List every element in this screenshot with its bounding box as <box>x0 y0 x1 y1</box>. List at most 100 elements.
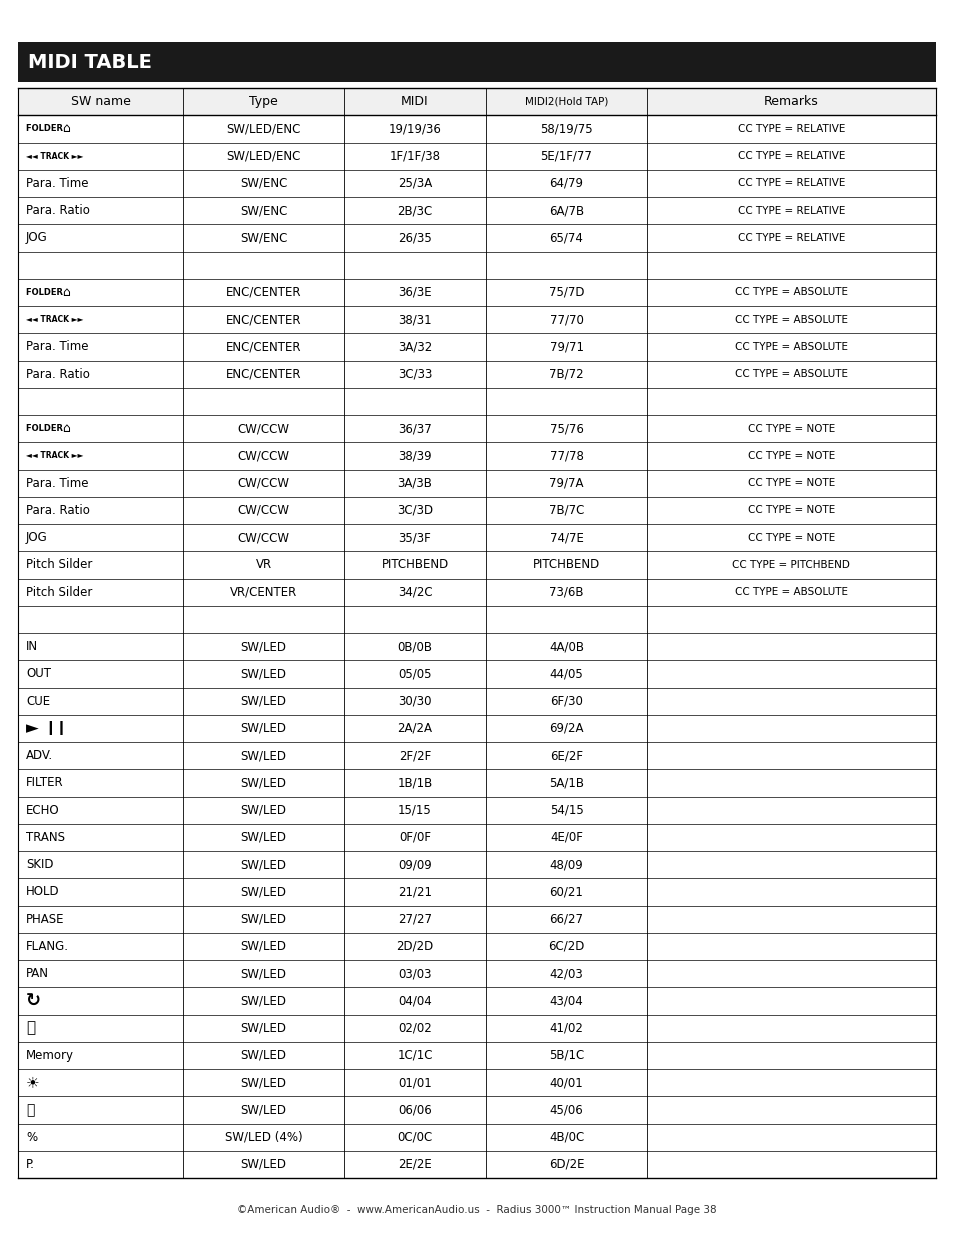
Bar <box>18 198 935 225</box>
Text: 5B/1C: 5B/1C <box>548 1049 583 1062</box>
Text: CC TYPE = NOTE: CC TYPE = NOTE <box>747 478 834 488</box>
Text: 6F/30: 6F/30 <box>550 694 582 708</box>
Text: SW/ENC: SW/ENC <box>239 177 287 190</box>
Text: SW/LED: SW/LED <box>240 640 286 653</box>
Text: 34/2C: 34/2C <box>397 585 432 599</box>
Text: Para. Ratio: Para. Ratio <box>26 204 90 217</box>
Bar <box>18 496 935 524</box>
Text: CC TYPE = NOTE: CC TYPE = NOTE <box>747 424 834 433</box>
Text: 75/76: 75/76 <box>549 422 583 435</box>
Text: ❙❙: ❙❙ <box>44 721 67 735</box>
Text: 64/79: 64/79 <box>549 177 583 190</box>
Bar <box>18 551 935 578</box>
Text: CC TYPE = RELATIVE: CC TYPE = RELATIVE <box>737 233 844 243</box>
Text: 6E/2F: 6E/2F <box>550 750 582 762</box>
Text: ►: ► <box>26 719 39 737</box>
Bar <box>18 1151 935 1178</box>
Bar <box>18 388 935 415</box>
Bar <box>18 688 935 715</box>
Text: 36/37: 36/37 <box>397 422 432 435</box>
Bar <box>18 524 935 551</box>
Text: SW/LED: SW/LED <box>240 1021 286 1035</box>
Bar <box>18 279 935 306</box>
Text: SW/LED: SW/LED <box>240 967 286 981</box>
Text: 41/02: 41/02 <box>549 1021 583 1035</box>
Text: CC TYPE = NOTE: CC TYPE = NOTE <box>747 451 834 461</box>
Text: 01/01: 01/01 <box>397 1076 432 1089</box>
Text: 43/04: 43/04 <box>549 994 583 1008</box>
Text: 27/27: 27/27 <box>397 913 432 925</box>
Text: 58/19/75: 58/19/75 <box>539 122 592 136</box>
Text: PAN: PAN <box>26 967 49 981</box>
Bar <box>18 169 935 198</box>
Bar <box>18 905 935 932</box>
Bar <box>18 1097 935 1124</box>
Text: 5A/1B: 5A/1B <box>548 777 583 789</box>
Text: SW name: SW name <box>71 95 131 109</box>
Text: CUE: CUE <box>26 694 51 708</box>
Bar <box>18 225 935 252</box>
Text: 3C/33: 3C/33 <box>397 368 432 380</box>
Text: ◄◄ TRACK ►►: ◄◄ TRACK ►► <box>26 152 83 161</box>
Bar <box>18 987 935 1014</box>
Text: 75/7D: 75/7D <box>548 285 583 299</box>
Text: P.: P. <box>26 1158 35 1171</box>
Text: SW/LED: SW/LED <box>240 994 286 1008</box>
Text: CC TYPE = NOTE: CC TYPE = NOTE <box>747 505 834 515</box>
Text: CW/CCW: CW/CCW <box>237 477 290 489</box>
Text: Type: Type <box>249 95 277 109</box>
Text: ENC/CENTER: ENC/CENTER <box>226 285 301 299</box>
Text: 19/19/36: 19/19/36 <box>388 122 441 136</box>
Text: 77/70: 77/70 <box>549 314 583 326</box>
Text: JOG: JOG <box>26 531 48 545</box>
Text: SW/LED: SW/LED <box>240 694 286 708</box>
Text: SW/LED: SW/LED <box>240 777 286 789</box>
Text: MIDI: MIDI <box>401 95 429 109</box>
Text: FLANG.: FLANG. <box>26 940 69 953</box>
Text: 02/02: 02/02 <box>397 1021 432 1035</box>
Text: 09/09: 09/09 <box>397 858 432 871</box>
Text: 73/6B: 73/6B <box>549 585 583 599</box>
Text: 44/05: 44/05 <box>549 667 583 680</box>
Bar <box>18 960 935 987</box>
Text: 06/06: 06/06 <box>397 1103 432 1116</box>
Text: CC TYPE = RELATIVE: CC TYPE = RELATIVE <box>737 124 844 133</box>
Text: CC TYPE = ABSOLUTE: CC TYPE = ABSOLUTE <box>734 315 847 325</box>
Text: 79/71: 79/71 <box>549 341 583 353</box>
Text: 2E/2E: 2E/2E <box>397 1158 432 1171</box>
Text: FOLDER: FOLDER <box>26 424 66 433</box>
Text: SW/LED: SW/LED <box>240 722 286 735</box>
Text: SW/LED: SW/LED <box>240 1103 286 1116</box>
Text: 3C/3D: 3C/3D <box>396 504 433 517</box>
Text: 05/05: 05/05 <box>397 667 432 680</box>
Bar <box>18 333 935 361</box>
Text: 15/15: 15/15 <box>397 804 432 816</box>
Text: 7B/7C: 7B/7C <box>548 504 583 517</box>
Text: CC TYPE = RELATIVE: CC TYPE = RELATIVE <box>737 151 844 161</box>
Text: PITCHBEND: PITCHBEND <box>533 558 599 572</box>
Text: 35/3F: 35/3F <box>398 531 431 545</box>
Text: SW/LED: SW/LED <box>240 750 286 762</box>
Text: 30/30: 30/30 <box>397 694 432 708</box>
Text: 4E/0F: 4E/0F <box>550 831 582 844</box>
Text: OUT: OUT <box>26 667 51 680</box>
Text: 74/7E: 74/7E <box>549 531 583 545</box>
Text: 40/01: 40/01 <box>549 1076 583 1089</box>
Text: CC TYPE = ABSOLUTE: CC TYPE = ABSOLUTE <box>734 587 847 598</box>
Bar <box>18 306 935 333</box>
Text: ENC/CENTER: ENC/CENTER <box>226 341 301 353</box>
Text: VR: VR <box>255 558 272 572</box>
Text: 6C/2D: 6C/2D <box>548 940 584 953</box>
Text: 2F/2F: 2F/2F <box>398 750 431 762</box>
Bar <box>18 634 935 661</box>
Text: SW/ENC: SW/ENC <box>239 204 287 217</box>
Text: 7B/72: 7B/72 <box>549 368 583 380</box>
Text: SW/LED: SW/LED <box>240 1076 286 1089</box>
Text: SW/LED/ENC: SW/LED/ENC <box>226 149 300 163</box>
Text: SW/LED: SW/LED <box>240 831 286 844</box>
Text: 77/78: 77/78 <box>549 450 583 462</box>
Bar <box>18 142 935 169</box>
Text: TRANS: TRANS <box>26 831 65 844</box>
Text: 65/74: 65/74 <box>549 231 583 245</box>
Text: ENC/CENTER: ENC/CENTER <box>226 368 301 380</box>
